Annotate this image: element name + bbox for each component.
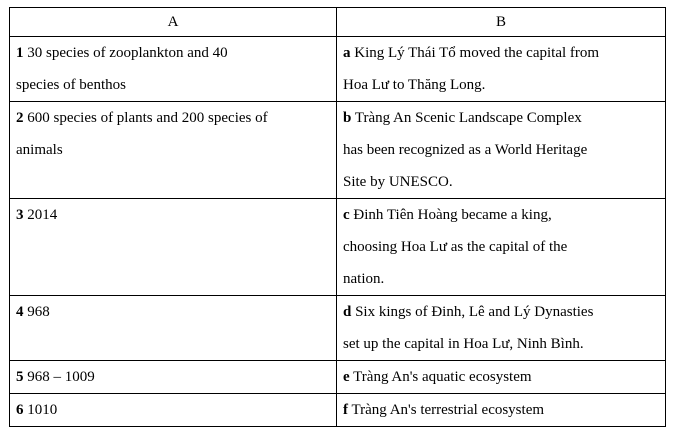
item-text: Tràng An Scenic Landscape Complex has be…: [343, 110, 588, 190]
item-letter: b: [343, 110, 352, 126]
item-number: 6: [16, 402, 24, 418]
item-text: 2014: [27, 207, 58, 223]
column-header-a: A: [9, 7, 337, 37]
item-number: 5: [16, 369, 24, 385]
item-number: 3: [16, 207, 24, 223]
item-letter: f: [343, 402, 348, 418]
item-letter: c: [343, 207, 350, 223]
item-text: Tràng An's terrestrial ecosystem: [351, 402, 545, 418]
item-letter: d: [343, 304, 352, 320]
table-row: 6 1010 f Tràng An's terrestrial ecosystem: [9, 393, 666, 427]
cell-a: 3 2014: [9, 198, 337, 296]
item-text: 968: [27, 304, 50, 320]
table-row: 2 600 species of plants and 200 species …: [9, 101, 666, 199]
item-text: Tràng An's aquatic ecosystem: [353, 369, 532, 385]
cell-a: 1 30 species of zooplankton and 40 speci…: [9, 36, 337, 102]
matching-table: A B 1 30 species of zooplankton and 40 s…: [9, 7, 666, 427]
item-text: 968 – 1009: [27, 369, 95, 385]
cell-a: 2 600 species of plants and 200 species …: [9, 101, 337, 199]
cell-a: 6 1010: [9, 393, 337, 427]
cell-b: c Đinh Tiên Hoàng became a king, choosin…: [336, 198, 666, 296]
cell-b: b Tràng An Scenic Landscape Complex has …: [336, 101, 666, 199]
item-number: 2: [16, 110, 24, 126]
cell-b: f Tràng An's terrestrial ecosystem: [336, 393, 666, 427]
item-text: Đinh Tiên Hoàng became a king, choosing …: [343, 207, 568, 287]
item-text: Six kings of Đinh, Lê and Lý Dynasties s…: [343, 304, 594, 352]
item-text: King Lý Thái Tổ moved the capital from H…: [343, 45, 600, 93]
table-row: 3 2014 c Đinh Tiên Hoàng became a king, c…: [9, 198, 666, 296]
header-row: A B: [9, 7, 666, 37]
column-header-b: B: [336, 7, 666, 37]
cell-a: 5 968 – 1009: [9, 360, 337, 394]
table-row: 5 968 – 1009 e Tràng An's aquatic ecosyst…: [9, 360, 666, 394]
cell-b: e Tràng An's aquatic ecosystem: [336, 360, 666, 394]
cell-b: d Six kings of Đinh, Lê and Lý Dynasties…: [336, 295, 666, 361]
table-row: 4 968 d Six kings of Đinh, Lê and Lý Dyna…: [9, 295, 666, 361]
cell-b: a King Lý Thái Tổ moved the capital from…: [336, 36, 666, 102]
item-text: 600 species of plants and 200 species of…: [16, 110, 268, 158]
item-letter: a: [343, 45, 351, 61]
item-text: 30 species of zooplankton and 40 species…: [16, 45, 228, 93]
item-text: 1010: [27, 402, 58, 418]
item-number: 4: [16, 304, 24, 320]
item-letter: e: [343, 369, 350, 385]
table-row: 1 30 species of zooplankton and 40 speci…: [9, 36, 666, 102]
item-number: 1: [16, 45, 24, 61]
cell-a: 4 968: [9, 295, 337, 361]
